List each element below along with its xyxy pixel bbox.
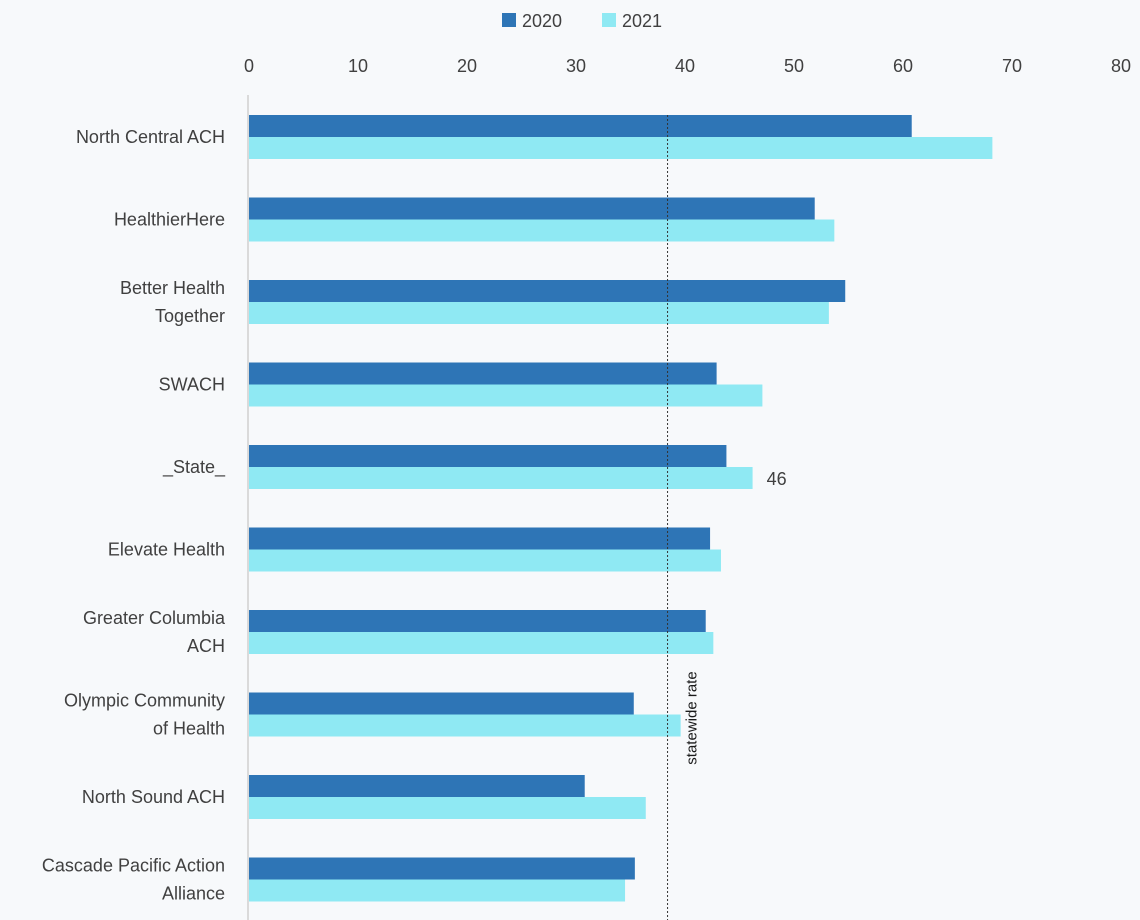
category-label: Cascade Pacific Action	[42, 856, 225, 876]
category-label: ACH	[187, 636, 225, 656]
category-label: of Health	[153, 719, 225, 739]
category-label: Better Health	[120, 278, 225, 298]
legend-swatch-2020	[502, 13, 516, 27]
category-label: North Central ACH	[76, 127, 225, 147]
statewide-rate-label: statewide rate	[684, 671, 701, 764]
x-axis: 0 10 20 30 40 50 60 70 80	[244, 56, 1131, 76]
category-label: SWACH	[159, 375, 225, 395]
bar-2021	[249, 879, 626, 902]
legend-label-2020: 2020	[522, 11, 562, 31]
category-label: Olympic Community	[64, 691, 225, 711]
bar-2020	[249, 280, 846, 302]
bar-2020	[249, 857, 635, 880]
x-tick-label: 60	[893, 56, 913, 76]
bar-2020	[249, 775, 585, 797]
bar-2021	[249, 797, 646, 819]
bar-2021	[249, 302, 829, 324]
bar-2020	[249, 527, 711, 550]
bar-2020	[249, 115, 912, 137]
legend: 2020 2021	[502, 11, 662, 31]
bar-2020	[249, 197, 815, 220]
data-label: 46	[767, 469, 787, 489]
x-tick-label: 50	[784, 56, 804, 76]
bar-2021	[249, 219, 835, 242]
category-label: Together	[155, 306, 225, 326]
bar-2021	[249, 467, 753, 489]
x-tick-label: 30	[566, 56, 586, 76]
bar-2021	[249, 714, 681, 737]
x-tick-label: 70	[1002, 56, 1022, 76]
bar-2020	[249, 692, 634, 715]
bar-2021	[249, 137, 993, 159]
bar-2021	[249, 384, 763, 407]
category-label: Elevate Health	[108, 540, 225, 560]
x-tick-label: 40	[675, 56, 695, 76]
category-label: _State_	[162, 457, 226, 478]
legend-swatch-2021	[602, 13, 616, 27]
bars: 46	[249, 115, 993, 902]
x-tick-label: 20	[457, 56, 477, 76]
category-label: Alliance	[162, 884, 225, 904]
x-tick-label: 0	[244, 56, 254, 76]
category-label: Greater Columbia	[83, 608, 226, 628]
x-tick-label: 80	[1111, 56, 1131, 76]
legend-label-2021: 2021	[622, 11, 662, 31]
category-labels: North Central ACH HealthierHere Better Hea…	[42, 127, 226, 904]
x-tick-label: 10	[348, 56, 368, 76]
bar-2020	[249, 362, 717, 385]
category-label: North Sound ACH	[82, 787, 225, 807]
bar-2021	[249, 632, 714, 654]
bar-2020	[249, 610, 706, 632]
bar-2021	[249, 549, 721, 572]
category-label: HealthierHere	[114, 210, 225, 230]
bar-2020	[249, 445, 727, 467]
statewide-rate-reference: statewide rate	[667, 115, 701, 920]
